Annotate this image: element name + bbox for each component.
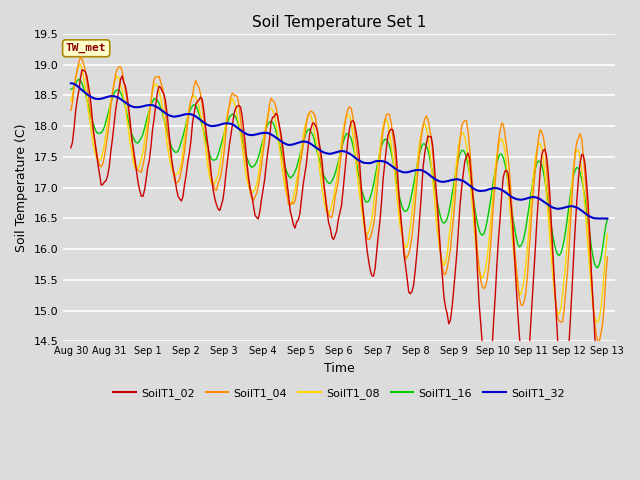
SoilT1_02: [187, 138, 195, 144]
SoilT1_08: [370, 203, 378, 208]
SoilT1_02: [508, 204, 515, 210]
SoilT1_04: [67, 108, 75, 113]
SoilT1_32: [74, 83, 81, 89]
SoilT1_02: [74, 96, 81, 102]
SoilT1_04: [508, 195, 515, 201]
SoilT1_02: [78, 67, 86, 72]
SoilT1_32: [67, 81, 75, 86]
Y-axis label: Soil Temperature (C): Soil Temperature (C): [15, 123, 28, 252]
SoilT1_32: [227, 121, 235, 127]
SoilT1_08: [187, 97, 195, 103]
SoilT1_32: [506, 192, 513, 198]
SoilT1_02: [67, 145, 75, 151]
SoilT1_16: [74, 78, 81, 84]
SoilT1_08: [67, 98, 75, 104]
SoilT1_02: [604, 361, 611, 367]
SoilT1_02: [228, 121, 236, 127]
SoilT1_08: [77, 61, 84, 67]
SoilT1_16: [187, 106, 195, 111]
SoilT1_08: [604, 231, 611, 237]
SoilT1_08: [228, 96, 236, 101]
SoilT1_16: [594, 264, 602, 270]
SoilT1_16: [228, 111, 236, 117]
SoilT1_04: [370, 223, 378, 228]
Line: SoilT1_08: SoilT1_08: [71, 64, 607, 322]
SoilT1_16: [75, 76, 83, 82]
Title: Soil Temperature Set 1: Soil Temperature Set 1: [252, 15, 426, 30]
SoilT1_04: [187, 97, 195, 103]
SoilT1_04: [595, 338, 603, 344]
SoilT1_16: [514, 241, 522, 247]
SoilT1_04: [228, 90, 236, 96]
SoilT1_04: [77, 55, 84, 60]
SoilT1_02: [598, 413, 606, 419]
X-axis label: Time: Time: [324, 361, 355, 375]
SoilT1_08: [514, 286, 522, 291]
SoilT1_02: [514, 308, 522, 313]
SoilT1_08: [74, 67, 81, 73]
SoilT1_04: [604, 254, 611, 260]
SoilT1_08: [594, 319, 602, 325]
SoilT1_04: [514, 278, 522, 284]
Line: SoilT1_16: SoilT1_16: [71, 79, 607, 267]
Line: SoilT1_02: SoilT1_02: [71, 70, 607, 416]
Line: SoilT1_04: SoilT1_04: [71, 58, 607, 341]
SoilT1_32: [186, 111, 193, 117]
SoilT1_04: [74, 67, 81, 73]
SoilT1_08: [508, 223, 515, 228]
SoilT1_16: [508, 203, 515, 208]
SoilT1_32: [368, 160, 376, 166]
SoilT1_32: [604, 216, 611, 221]
SoilT1_16: [604, 216, 611, 222]
SoilT1_32: [512, 196, 520, 202]
SoilT1_16: [370, 181, 378, 187]
SoilT1_02: [370, 273, 378, 279]
Legend: SoilT1_02, SoilT1_04, SoilT1_08, SoilT1_16, SoilT1_32: SoilT1_02, SoilT1_04, SoilT1_08, SoilT1_…: [109, 384, 569, 403]
Text: TW_met: TW_met: [66, 43, 106, 53]
SoilT1_16: [67, 86, 75, 92]
Line: SoilT1_32: SoilT1_32: [71, 84, 607, 218]
